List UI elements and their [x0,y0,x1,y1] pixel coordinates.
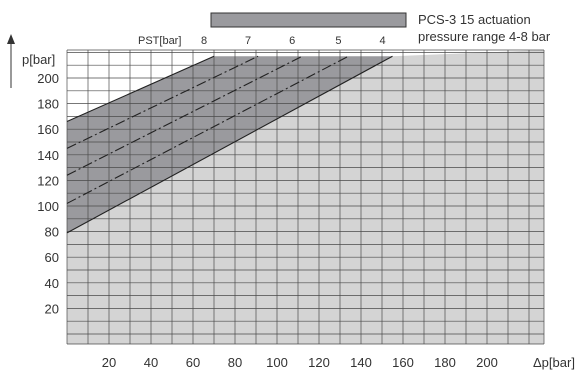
plot-fills [67,50,544,344]
x-tick-label: 80 [228,355,242,370]
y-tick-label: 100 [37,199,59,214]
x-tick-label: 120 [308,355,330,370]
x-axis-label: Δp[bar] [533,355,575,370]
pst-line-6 [66,55,303,176]
y-tick-label: 200 [37,71,59,86]
x-tick-label: 100 [266,355,288,370]
pst-label: PST[bar] [138,35,181,47]
x-tick-label: 60 [186,355,200,370]
y-tick-label: 140 [37,148,59,163]
grid [66,49,545,345]
pst-line-label-8: 8 [201,35,207,47]
y-axis-arrow-head [7,34,15,44]
y-tick-label: 20 [45,301,59,316]
pst-line-4 [66,55,393,234]
x-tick-label: 180 [434,355,456,370]
y-tick-label: 60 [45,250,59,265]
y-tick-label: 80 [45,225,59,240]
y-tick-label: 40 [45,276,59,291]
x-axis: 20 40 60 80 100 120 140 160 180 200 [102,355,498,370]
legend-label-line1: PCS-3 15 actuation [418,12,531,27]
pst-lines: 8 7 6 5 4 [66,35,393,234]
x-tick-label: 160 [392,355,414,370]
pst-line-5 [66,55,349,204]
pst-line-8 [66,55,215,123]
legend-label-line2: pressure range 4-8 bar [418,29,551,44]
pst-line-label-5: 5 [335,35,341,47]
legend-swatch [210,12,407,28]
y-tick-label: 160 [37,122,59,137]
y-axis-label: p[bar] [22,52,55,67]
x-tick-label: 20 [102,355,116,370]
pst-line-label-4: 4 [379,35,385,47]
below-band-area [67,50,544,344]
pst-line-7 [66,55,259,149]
y-axis: 20 40 60 80 100 120 140 160 180 200 [37,71,59,316]
x-tick-label: 40 [144,355,158,370]
x-tick-label: 200 [476,355,498,370]
y-tick-label: 120 [37,173,59,188]
y-tick-label: 180 [37,97,59,112]
pst-line-label-7: 7 [245,35,251,47]
pst-line-label-6: 6 [289,35,295,47]
x-tick-label: 140 [350,355,372,370]
